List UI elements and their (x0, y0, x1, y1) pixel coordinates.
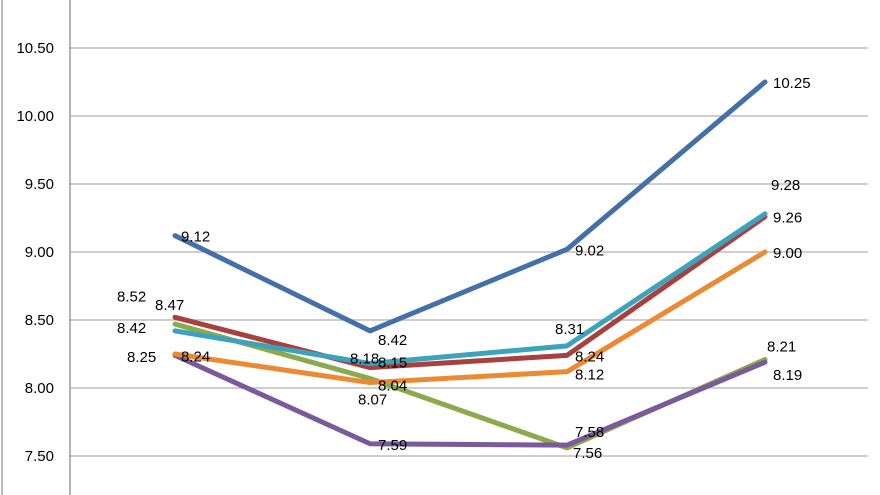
y-tick-label: 8.00 (25, 380, 54, 397)
series-line-6 (172, 249, 768, 386)
data-label: 9.02 (575, 242, 604, 259)
data-label: 8.19 (773, 367, 802, 384)
series-line-2 (172, 214, 768, 371)
data-label: 8.47 (155, 297, 184, 314)
data-label: 8.42 (378, 332, 407, 349)
data-label: 8.52 (117, 288, 146, 305)
data-label: 7.58 (575, 424, 604, 441)
series-line-5 (172, 211, 768, 367)
data-label: 9.28 (771, 177, 800, 194)
data-label: 8.42 (117, 320, 146, 337)
series-line-1 (172, 79, 768, 334)
y-tick-label: 10.00 (16, 108, 54, 125)
data-label: 8.21 (767, 338, 796, 355)
data-label: 7.56 (573, 445, 602, 462)
y-tick-label: 10.50 (16, 40, 54, 57)
data-label: 10.25 (773, 75, 811, 92)
y-tick-label: 9.00 (25, 244, 54, 261)
data-label: 8.24 (181, 348, 210, 365)
data-label: 8.25 (127, 349, 156, 366)
data-label: 8.12 (575, 367, 604, 384)
data-label: 8.24 (575, 348, 604, 365)
y-tick-label: 8.50 (25, 312, 54, 329)
data-label: 8.15 (378, 355, 407, 372)
data-label: 8.04 (378, 378, 407, 395)
data-label: 8.07 (358, 391, 387, 408)
data-label: 8.31 (555, 321, 584, 338)
data-label: 7.59 (378, 437, 407, 454)
data-label: 8.18 (350, 351, 379, 368)
series-line-4 (172, 352, 768, 448)
data-label: 9.26 (773, 210, 802, 227)
y-tick-label: 7.50 (25, 448, 54, 465)
data-label: 9.00 (773, 245, 802, 262)
data-label: 9.12 (181, 229, 210, 246)
y-tick-label: 9.50 (25, 176, 54, 193)
